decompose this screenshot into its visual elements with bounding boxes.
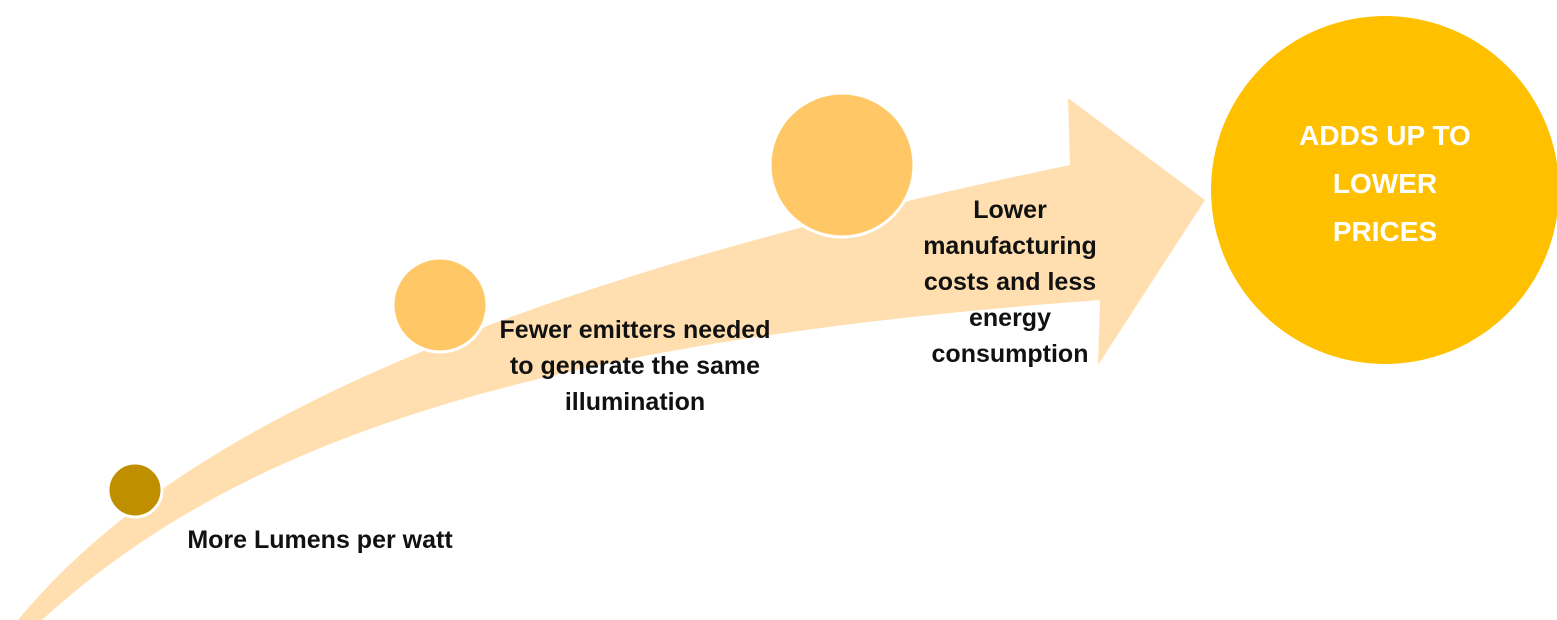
result-circle: [1211, 16, 1557, 364]
step-label: Fewer emitters needed to generate the sa…: [499, 316, 771, 416]
curved-arrow: [18, 98, 1205, 620]
step-circle: [391, 256, 489, 354]
step-label: Lower manufacturing costs and less energ…: [923, 196, 1097, 368]
step-circle: [768, 91, 916, 239]
step-circle: [106, 461, 164, 519]
result-label: ADDS UP TO LOWER PRICES: [1299, 120, 1471, 247]
step-label: More Lumens per watt: [187, 526, 453, 554]
